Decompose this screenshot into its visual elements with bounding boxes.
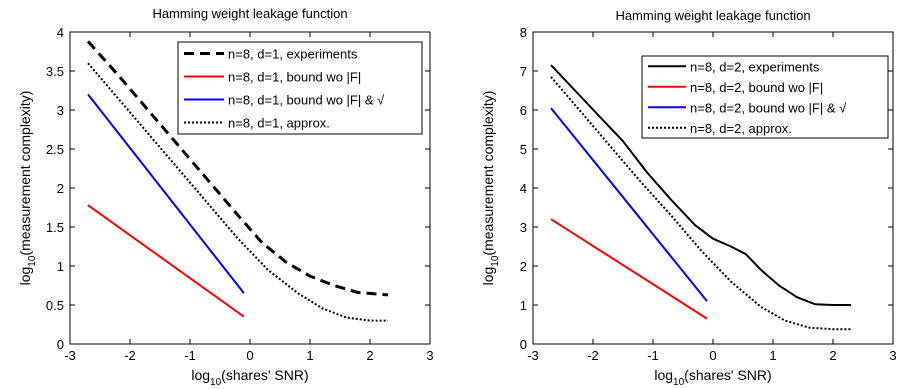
series-line-3 xyxy=(550,107,708,302)
chart-title: Hamming weight leakage function xyxy=(615,8,810,23)
y-tick-label: 6 xyxy=(520,103,527,118)
y-axis-label-log: log xyxy=(17,267,33,286)
x-axis-label-sub: 10 xyxy=(673,377,685,388)
series-line-2 xyxy=(87,204,245,318)
x-tick-label: 0 xyxy=(709,348,716,363)
legend-box xyxy=(177,41,423,135)
y-tick-label: 5 xyxy=(520,142,527,157)
x-tick-label: 2 xyxy=(829,348,836,363)
x-tick-label: 1 xyxy=(306,348,313,363)
series-line-4 xyxy=(87,62,388,322)
series-line-1 xyxy=(86,40,389,297)
chart-1: Hamming weight leakage function -3 -2 -1 0 1 2… xyxy=(17,6,434,388)
series-line-3 xyxy=(87,93,245,294)
legend-entry-2: n=8, d=2, bound wo |F| xyxy=(690,80,823,95)
y-tick-label: 2 xyxy=(57,181,64,196)
y-tick-label: 1 xyxy=(57,259,64,274)
x-tick-label: 2 xyxy=(366,348,373,363)
x-axis-label-sub: 10 xyxy=(210,377,222,388)
y-tick-label: 0 xyxy=(57,337,64,352)
y-tick-label: 1.5 xyxy=(46,220,64,235)
legend-entry-1: n=8, d=2, experiments xyxy=(690,59,820,74)
chart-2: Hamming weight leakage function -3 -2 -1 0 1 2… xyxy=(480,8,897,388)
y-tick-label: 4 xyxy=(57,25,64,40)
y-tick-label: 8 xyxy=(520,25,527,40)
x-tick-label: -2 xyxy=(124,348,136,363)
y-tick-label: 0 xyxy=(520,337,527,352)
series-line-2 xyxy=(550,218,708,320)
x-tick-label: 3 xyxy=(426,348,433,363)
y-tick-label: 2 xyxy=(520,259,527,274)
series-line-4 xyxy=(550,76,851,331)
y-tick-label: 3.5 xyxy=(46,64,64,79)
series-line-1 xyxy=(550,64,851,306)
legend: n=8, d=2, experiments n=8, d=2, bound wo … xyxy=(641,55,889,139)
y-axis-label-sub: 10 xyxy=(27,255,38,267)
legend-entry-3: n=8, d=2, bound wo |F| & √ xyxy=(690,100,847,115)
legend-entry-1: n=8, d=1, experiments xyxy=(228,47,358,62)
x-tick-label: 0 xyxy=(246,348,253,363)
x-tick-label: -3 xyxy=(527,348,539,363)
x-axis-label-rest: (shares' SNR) xyxy=(684,367,771,383)
y-axis-label-sub: 10 xyxy=(490,255,501,267)
x-tick-label: -2 xyxy=(587,348,599,363)
x-axis-label: log10(shares' SNR) xyxy=(654,367,771,388)
y-tick-label: 0.5 xyxy=(46,298,64,313)
y-tick-label: 3 xyxy=(520,220,527,235)
x-tick-label: 1 xyxy=(769,348,776,363)
y-axis-label-rest: (measurement complexity) xyxy=(480,91,496,256)
x-tick-label: 3 xyxy=(889,348,896,363)
y-axis-label-log: log xyxy=(480,267,496,286)
y-axis-label-rest: (measurement complexity) xyxy=(17,91,33,256)
legend-entry-2: n=8, d=1, bound wo |F| xyxy=(228,70,361,85)
chart-title: Hamming weight leakage function xyxy=(152,6,347,21)
legend: n=8, d=1, experiments n=8, d=1, bound wo … xyxy=(177,41,423,135)
y-axis-label: log10(measurement complexity) xyxy=(480,91,501,286)
legend-entry-4: n=8, d=2, approx. xyxy=(690,121,792,136)
y-axis-label: log10(measurement complexity) xyxy=(17,91,38,286)
x-tick-label: -1 xyxy=(184,348,196,363)
y-tick-label: 7 xyxy=(520,64,527,79)
y-tick-label: 1 xyxy=(520,298,527,313)
x-tick-label: -1 xyxy=(647,348,659,363)
x-axis-label: log10(shares' SNR) xyxy=(191,367,308,388)
x-axis-label-rest: (shares' SNR) xyxy=(221,367,308,383)
x-tick-label: -3 xyxy=(64,348,76,363)
legend-entry-4: n=8, d=1, approx. xyxy=(228,116,330,131)
x-axis-label-log: log xyxy=(654,367,673,383)
legend-box xyxy=(641,55,889,139)
y-tick-label: 3 xyxy=(57,103,64,118)
legend-entry-3: n=8, d=1, bound wo |F| & √ xyxy=(228,93,385,108)
x-axis-label-log: log xyxy=(191,367,210,383)
y-tick-label: 2.5 xyxy=(46,142,64,157)
y-tick-label: 4 xyxy=(520,181,527,196)
